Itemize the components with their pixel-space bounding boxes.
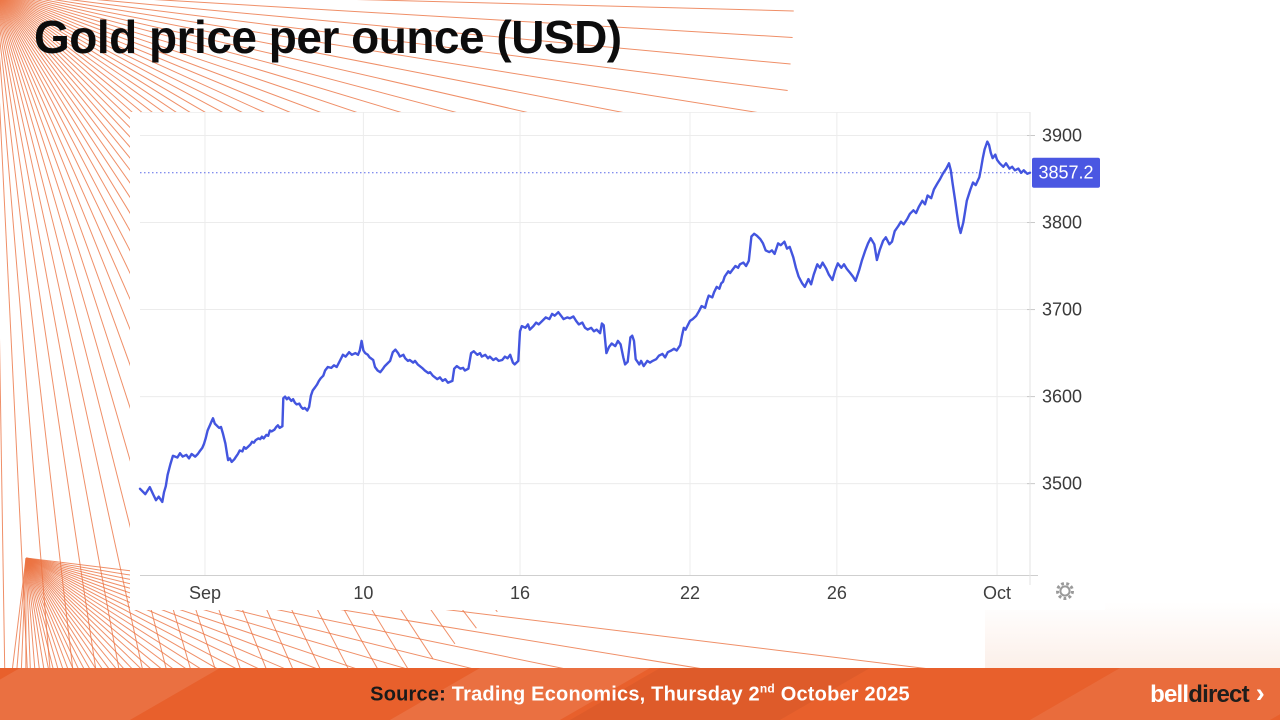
source-label: Source:: [370, 683, 447, 706]
ray-line: [356, 0, 794, 12]
gear-teeth: [1056, 582, 1074, 600]
x-axis-label: 10: [353, 583, 373, 603]
chevron-right-icon: ›: [1255, 677, 1265, 708]
ray-line: [69, 0, 788, 91]
belldirect-logo: belldirect ›: [1150, 677, 1265, 709]
ray-line: [25, 557, 307, 720]
gold-price-line: [138, 140, 1032, 504]
settings-gear-icon[interactable]: [1056, 582, 1074, 600]
ray-line: [25, 557, 368, 720]
last-price-badge: [1032, 157, 1100, 188]
x-axis-label: 16: [510, 583, 530, 603]
x-axis-label: Sep: [189, 583, 221, 603]
ray-line: [25, 557, 453, 720]
gold-price-chart-panel: 3900 3800 3700 3600 3500 Sep 10 16 22 26 Oct 3857.2: [130, 112, 1105, 610]
ray-line: [0, 6, 233, 720]
y-axis-label: 3900: [1042, 125, 1082, 145]
ray-line: [153, 0, 793, 39]
x-axis-label: 22: [680, 583, 700, 603]
belldirect-logo-direct: direct: [1188, 680, 1249, 708]
source-line: Source: Trading Economics, Thursday 2nd …: [0, 682, 1280, 707]
source-footer-bar: Source: Trading Economics, Thursday 2nd …: [0, 668, 1280, 720]
ray-line: [25, 557, 511, 720]
last-price-badge-label: 3857.2: [1038, 163, 1093, 183]
ray-line: [0, 26, 104, 720]
ray-line: [0, 8, 206, 720]
ray-line: [25, 557, 283, 720]
ray-line: [0, 102, 31, 720]
ray-line: [25, 557, 407, 720]
ray-line: [0, 11, 180, 720]
ray-line: [25, 557, 335, 720]
y-axis-label: 3600: [1042, 387, 1082, 407]
y-axis-label: 3700: [1042, 300, 1082, 320]
ray-line: [0, 338, 7, 720]
source-ordinal-sup: nd: [759, 681, 775, 696]
ray-line: [25, 557, 261, 720]
ray-line: [0, 19, 129, 720]
gear-body: [1059, 585, 1071, 597]
warm-tint-decoration: [985, 602, 1280, 668]
y-axis-label: 3800: [1042, 213, 1082, 233]
source-text-2: October 2025: [774, 683, 910, 706]
source-text: Trading Economics, Thursday 2: [446, 683, 760, 706]
page-title: Gold price per ounce (USD): [34, 11, 622, 63]
ray-line: [0, 56, 55, 720]
x-axis-label: 26: [827, 583, 847, 603]
y-axis-label: 3500: [1042, 474, 1082, 494]
gold-price-line-chart: 3900 3800 3700 3600 3500 Sep 10 16 22 26 Oct 3857.2: [138, 112, 1100, 603]
x-axis-label: Oct: [983, 583, 1011, 603]
ray-line: [96, 0, 791, 65]
belldirect-logo-bell: bell: [1150, 680, 1189, 708]
ray-line: [53, 0, 784, 118]
